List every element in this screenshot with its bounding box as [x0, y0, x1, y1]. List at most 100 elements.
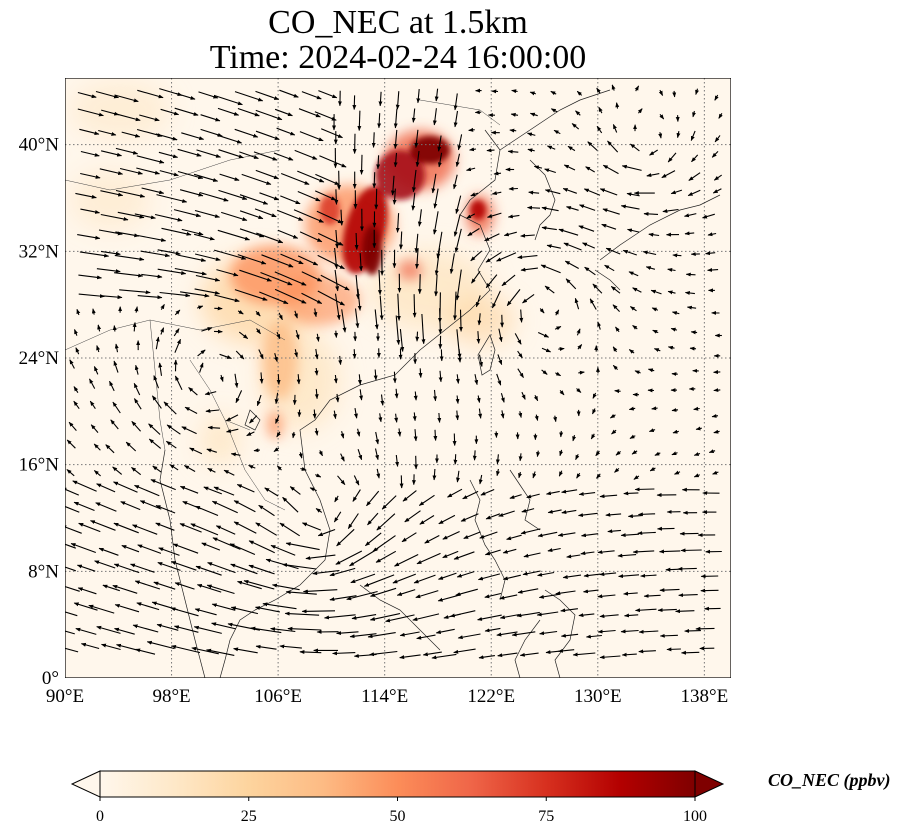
wind-arrow — [94, 560, 116, 569]
wind-arrow — [284, 611, 320, 616]
wind-arrow — [511, 89, 518, 94]
wind-arrow — [355, 274, 360, 300]
wind-arrow — [379, 295, 384, 321]
wind-arrow — [274, 392, 279, 405]
wind-arrow — [253, 448, 260, 453]
wind-arrow — [279, 522, 300, 537]
wind-arrow — [75, 627, 97, 635]
wind-arrow — [643, 593, 661, 598]
wind-arrow — [195, 274, 221, 282]
wind-arrow — [597, 550, 615, 555]
wind-arrow — [357, 374, 362, 385]
wind-arrow — [276, 374, 281, 385]
wind-arrow — [272, 583, 300, 591]
wind-arrow — [102, 584, 120, 592]
wind-arrow — [193, 625, 222, 634]
wind-arrow — [315, 473, 322, 478]
lon-tick-label: 122°E — [467, 686, 515, 707]
wind-arrow — [219, 173, 240, 181]
wind-arrow — [564, 260, 579, 269]
wind-arrow — [629, 434, 636, 439]
wind-arrow — [705, 251, 716, 256]
wind-arrow — [132, 624, 159, 633]
wind-arrow — [91, 308, 96, 315]
wind-arrow — [626, 192, 640, 197]
wind-arrow — [500, 393, 505, 403]
wind-arrow — [537, 531, 558, 538]
wind-arrow — [77, 234, 101, 240]
wind-arrow — [66, 469, 75, 477]
wind-arrow — [377, 269, 382, 296]
wind-arrow — [402, 490, 417, 502]
wind-arrow — [77, 108, 104, 117]
wind-arrow — [273, 152, 294, 161]
wind-arrow — [181, 426, 197, 435]
wind-arrow — [507, 149, 519, 154]
wind-arrow — [546, 244, 561, 249]
wind-arrow — [514, 333, 522, 345]
wind-arrow — [653, 348, 661, 353]
wind-arrow — [690, 330, 698, 335]
wind-arrow — [718, 113, 723, 119]
wind-arrow — [579, 204, 596, 211]
wind-arrow — [456, 470, 460, 483]
wind-arrow — [558, 470, 563, 477]
wind-arrow — [404, 510, 421, 523]
wind-arrow — [198, 91, 219, 99]
wind-arrow — [133, 398, 142, 410]
wind-arrow — [158, 362, 163, 376]
wind-arrow — [212, 537, 241, 550]
wind-arrow — [155, 336, 160, 350]
wind-arrow — [158, 151, 179, 159]
wind-arrow — [194, 209, 220, 218]
wind-arrow — [352, 349, 357, 359]
wind-arrow — [596, 87, 601, 94]
wind-arrow — [571, 123, 580, 130]
wind-arrow — [78, 274, 102, 280]
wind-arrow — [497, 354, 503, 366]
wind-arrow — [285, 542, 320, 551]
wind-arrow — [622, 249, 637, 256]
wind-arrow — [532, 471, 537, 479]
wind-arrow — [612, 346, 618, 353]
wind-arrow — [296, 374, 301, 385]
wind-arrow — [89, 400, 96, 410]
wind-arrow — [517, 255, 538, 260]
wind-arrow — [454, 228, 462, 253]
wind-arrow — [554, 326, 562, 331]
wind-arrow — [519, 652, 539, 657]
colorbar-label: CO_NEC (ppbv) — [768, 770, 891, 790]
wind-arrow — [258, 349, 264, 360]
wind-arrow — [658, 89, 664, 96]
wind-arrow — [194, 253, 221, 261]
wind-arrow — [544, 168, 556, 174]
wind-arrow — [218, 149, 244, 159]
wind-arrow — [714, 94, 719, 101]
wind-arrow — [643, 211, 659, 216]
wind-arrow — [455, 269, 462, 301]
wind-arrow — [602, 164, 619, 175]
wind-arrow — [624, 613, 639, 618]
wind-arrow — [713, 429, 720, 434]
wind-arrow — [180, 291, 210, 298]
wind-arrow — [418, 368, 423, 378]
wind-arrow — [134, 484, 160, 497]
wind-arrow — [66, 439, 76, 449]
wind-arrow — [276, 465, 282, 471]
wind-arrow — [329, 595, 357, 602]
wind-arrow — [635, 608, 657, 613]
wind-arrow — [438, 370, 443, 383]
wind-arrow — [447, 488, 463, 498]
wind-arrow — [436, 231, 443, 259]
wind-arrow — [618, 574, 640, 579]
wind-arrow — [516, 611, 540, 618]
wind-arrow — [334, 293, 341, 321]
wind-arrow — [376, 468, 381, 479]
wind-arrow — [375, 431, 380, 445]
wind-arrow — [645, 266, 656, 270]
wind-arrow — [396, 293, 401, 321]
wind-arrow — [537, 331, 550, 338]
wind-arrow — [433, 389, 438, 402]
wind-arrow — [253, 151, 278, 161]
wind-arrow — [399, 654, 421, 660]
